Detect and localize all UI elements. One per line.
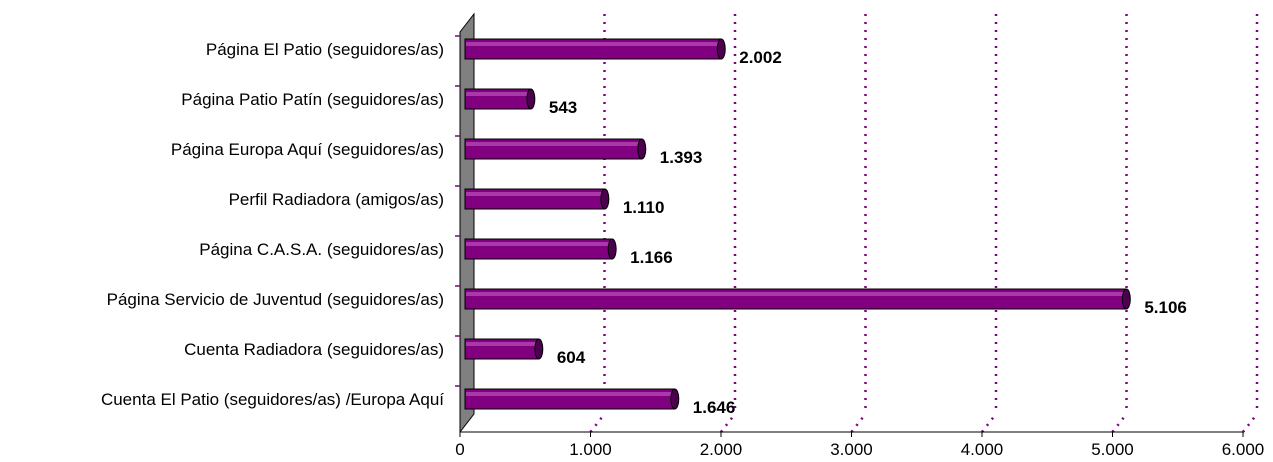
- x-tick-label: 1.000: [569, 440, 612, 459]
- bar-end-cap: [526, 88, 536, 110]
- category-label: Cuenta Radiadora (seguidores/as): [184, 340, 444, 359]
- bar-highlight: [466, 342, 537, 346]
- bars: [464, 38, 1131, 410]
- bar-highlight: [466, 42, 720, 46]
- bar-end-cap: [1121, 288, 1131, 310]
- axes: [455, 32, 1244, 437]
- bar-highlight: [466, 292, 1125, 296]
- x-tick-label: 5.000: [1091, 440, 1134, 459]
- x-tick-label: 2.000: [700, 440, 743, 459]
- category-label: Cuenta El Patio (seguidores/as) /Europa …: [101, 390, 444, 409]
- gridline-floor: [589, 413, 606, 433]
- x-tick-labels: 0 1.000 2.000 3.000 4.000 5.000 6.000: [455, 440, 1264, 459]
- bar-highlight: [466, 142, 640, 146]
- data-label: 5.106: [1144, 298, 1187, 317]
- category-labels: Página El Patio (seguidores/as) Página Pa…: [101, 40, 444, 409]
- bar-end-cap: [670, 388, 680, 410]
- category-label: Página Patio Patín (seguidores/as): [181, 90, 444, 109]
- data-label: 1.393: [660, 148, 703, 167]
- category-label: Página C.A.S.A. (seguidores/as): [199, 240, 444, 259]
- data-label: 2.002: [739, 48, 782, 67]
- data-label: 543: [549, 98, 577, 117]
- x-tick-label: 6.000: [1222, 440, 1265, 459]
- gridlines: [589, 14, 1259, 433]
- data-label: 1.110: [623, 198, 665, 217]
- data-label: 1.166: [630, 248, 673, 267]
- category-label: Página Servicio de Juventud (seguidores/…: [107, 290, 444, 309]
- bar-end-cap: [534, 338, 544, 360]
- category-label: Página El Patio (seguidores/as): [206, 40, 444, 59]
- data-label: 604: [557, 348, 586, 367]
- data-label: 1.646: [693, 398, 736, 417]
- bar-end-cap: [637, 138, 647, 160]
- gridline-floor: [981, 413, 997, 433]
- category-label: Página Europa Aquí (seguidores/as): [171, 140, 444, 159]
- x-tick-label: 4.000: [961, 440, 1004, 459]
- x-tick-label: 3.000: [830, 440, 873, 459]
- bar-highlight: [466, 92, 529, 96]
- bar-end-cap: [716, 38, 726, 60]
- gridline-floor: [850, 413, 867, 433]
- x-tick-label: 0: [455, 440, 464, 459]
- gridline-floor: [1111, 413, 1128, 433]
- bar-highlight: [466, 242, 611, 246]
- bar-end-cap: [600, 188, 610, 210]
- bar-highlight: [466, 192, 603, 196]
- data-labels: 2.002 543 1.393 1.110 1.166 5.106 604 1.646: [549, 48, 1187, 417]
- gridline-floor: [1242, 413, 1258, 433]
- chart-wall: [459, 12, 475, 434]
- category-label: Perfil Radiadora (amigos/as): [229, 190, 444, 209]
- side-wall: [459, 12, 475, 434]
- bar-end-cap: [607, 238, 617, 260]
- bar-highlight: [466, 392, 673, 396]
